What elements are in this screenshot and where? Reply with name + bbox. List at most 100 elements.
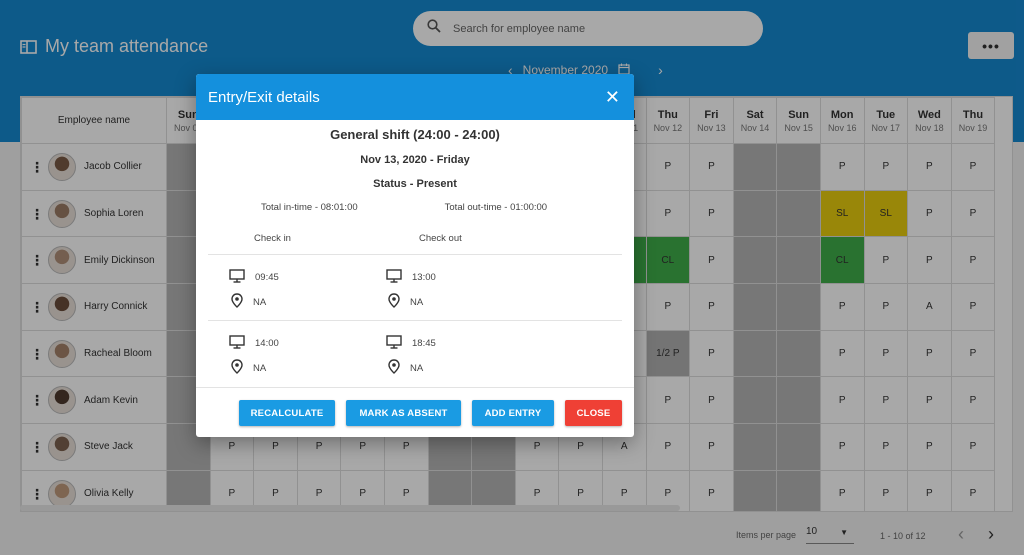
attendance-cell[interactable]: P — [907, 469, 952, 511]
mark-as-absent-button[interactable]: MARK AS ABSENT — [346, 400, 461, 426]
check-in-location: NA — [231, 293, 266, 311]
employee-name[interactable]: Olivia Kelly — [84, 488, 134, 500]
horizontal-scrollbar[interactable] — [20, 505, 680, 511]
items-per-page-value: 10 — [806, 526, 818, 537]
divider — [208, 320, 622, 321]
attendance-cell[interactable]: P — [950, 236, 996, 285]
attendance-cell[interactable]: P — [383, 469, 429, 511]
day-name: Mon — [830, 108, 854, 121]
dialog-title: Entry/Exit details — [208, 88, 320, 106]
attendance-cell[interactable] — [776, 469, 821, 511]
day-column-header: Wed Nov 18 — [907, 97, 952, 144]
recalculate-button[interactable]: RECALCULATE — [239, 400, 335, 426]
next-month-icon[interactable]: › — [658, 62, 663, 78]
avatar — [48, 386, 76, 415]
avatar — [48, 292, 76, 321]
month-label: November 2020 — [522, 63, 609, 77]
sidebar-toggle-icon[interactable] — [20, 39, 37, 54]
employee-name[interactable]: Jacob Collier — [84, 161, 142, 173]
attendance-cell[interactable]: P — [689, 469, 734, 511]
attendance-cell[interactable]: P — [514, 469, 560, 511]
attendance-cell[interactable]: CL — [819, 236, 865, 285]
check-out-time: 18:45 — [386, 335, 436, 352]
employee-cell: ⋮ Steve Jack — [21, 423, 167, 471]
day-date: Nov 01 — [174, 122, 203, 133]
next-page-icon[interactable]: › — [988, 524, 994, 544]
attendance-cell[interactable]: P — [340, 469, 385, 511]
attendance-cell[interactable]: P — [907, 376, 952, 425]
attendance-cell[interactable]: P — [645, 423, 691, 471]
check-out-label: Check out — [418, 233, 462, 244]
divider — [208, 254, 622, 255]
attendance-cell[interactable] — [732, 236, 778, 285]
search-box[interactable] — [413, 11, 763, 46]
attendance-cell[interactable]: 1/2 P — [645, 329, 691, 378]
more-options-button[interactable]: ••• — [968, 32, 1014, 59]
attendance-cell[interactable]: P — [950, 469, 996, 511]
attendance-cell[interactable]: P — [601, 469, 647, 511]
attendance-cell[interactable]: P — [863, 283, 909, 331]
attendance-cell[interactable]: SL — [819, 189, 865, 238]
attendance-cell[interactable]: P — [907, 143, 952, 191]
attendance-cell[interactable] — [166, 469, 211, 511]
calendar-icon[interactable] — [618, 63, 630, 78]
employee-name[interactable]: Racheal Bloom — [84, 348, 152, 360]
attendance-cell[interactable]: P — [689, 143, 734, 191]
attendance-cell[interactable] — [732, 469, 778, 511]
dialog-header: Entry/Exit details ✕ — [196, 74, 634, 120]
items-per-page-label: Items per page — [736, 530, 797, 540]
employee-name[interactable]: Harry Connick — [84, 301, 148, 313]
prev-page-icon[interactable]: ‹ — [958, 524, 964, 544]
employee-cell: ⋮ Emily Dickinson — [21, 236, 167, 285]
dialog-actions: RECALCULATE MARK AS ABSENT ADD ENTRY CLO… — [196, 387, 634, 437]
attendance-cell[interactable]: SL — [863, 189, 909, 238]
attendance-cell[interactable] — [776, 189, 821, 238]
check-out-time: 13:00 — [386, 269, 436, 286]
prev-month-icon[interactable]: ‹ — [508, 62, 513, 78]
attendance-cell[interactable]: P — [209, 469, 255, 511]
day-column-header: Thu Nov 19 — [950, 97, 996, 144]
attendance-cell[interactable]: P — [863, 423, 909, 471]
attendance-cell[interactable]: P — [907, 329, 952, 378]
attendance-cell[interactable]: P — [253, 469, 298, 511]
attendance-cell[interactable]: P — [819, 423, 865, 471]
attendance-cell[interactable] — [732, 376, 778, 425]
attendance-cell[interactable] — [471, 469, 516, 511]
attendance-cell[interactable]: P — [296, 469, 342, 511]
employee-name[interactable]: Emily Dickinson — [84, 254, 155, 266]
items-per-page-select[interactable]: 10 ▼ — [806, 526, 854, 544]
avatar — [48, 432, 76, 461]
search-input[interactable] — [453, 22, 723, 35]
attendance-cell[interactable] — [732, 283, 778, 331]
attendance-cell[interactable]: P — [558, 469, 603, 511]
attendance-cell[interactable]: P — [689, 423, 734, 471]
attendance-cell[interactable] — [732, 329, 778, 378]
location-pin-icon — [388, 359, 400, 377]
attendance-cell[interactable]: P — [950, 423, 996, 471]
attendance-cell[interactable]: P — [819, 283, 865, 331]
attendance-cell[interactable]: P — [819, 329, 865, 378]
attendance-cell[interactable] — [776, 143, 821, 191]
attendance-cell[interactable]: P — [950, 329, 996, 378]
entry-row: 09:45 NA 13:00 NA — [196, 255, 634, 320]
employee-cell: ⋮ Racheal Bloom — [21, 329, 167, 378]
attendance-cell[interactable]: P — [950, 376, 996, 425]
employee-name[interactable]: Sophia Loren — [84, 208, 144, 220]
check-in-time: 14:00 — [229, 335, 279, 352]
close-icon[interactable]: ✕ — [604, 86, 620, 107]
attendance-cell[interactable]: P — [950, 283, 996, 331]
attendance-cell[interactable]: CL — [645, 236, 691, 285]
shift-title: General shift (24:00 - 24:00) — [330, 127, 500, 142]
close-button[interactable]: CLOSE — [565, 400, 622, 426]
employee-name[interactable]: Steve Jack — [84, 441, 133, 453]
attendance-cell[interactable] — [427, 469, 473, 511]
attendance-cell[interactable] — [732, 423, 778, 471]
attendance-cell[interactable] — [776, 329, 821, 378]
add-entry-button[interactable]: ADD ENTRY — [472, 400, 554, 426]
attendance-cell[interactable]: P — [645, 469, 691, 511]
attendance-cell[interactable] — [776, 423, 821, 471]
day-name: Sun — [177, 108, 199, 121]
employee-name[interactable]: Adam Kevin — [84, 394, 138, 406]
day-column-header: Thu Nov 12 — [645, 97, 691, 144]
attendance-cell[interactable]: P — [863, 329, 909, 378]
